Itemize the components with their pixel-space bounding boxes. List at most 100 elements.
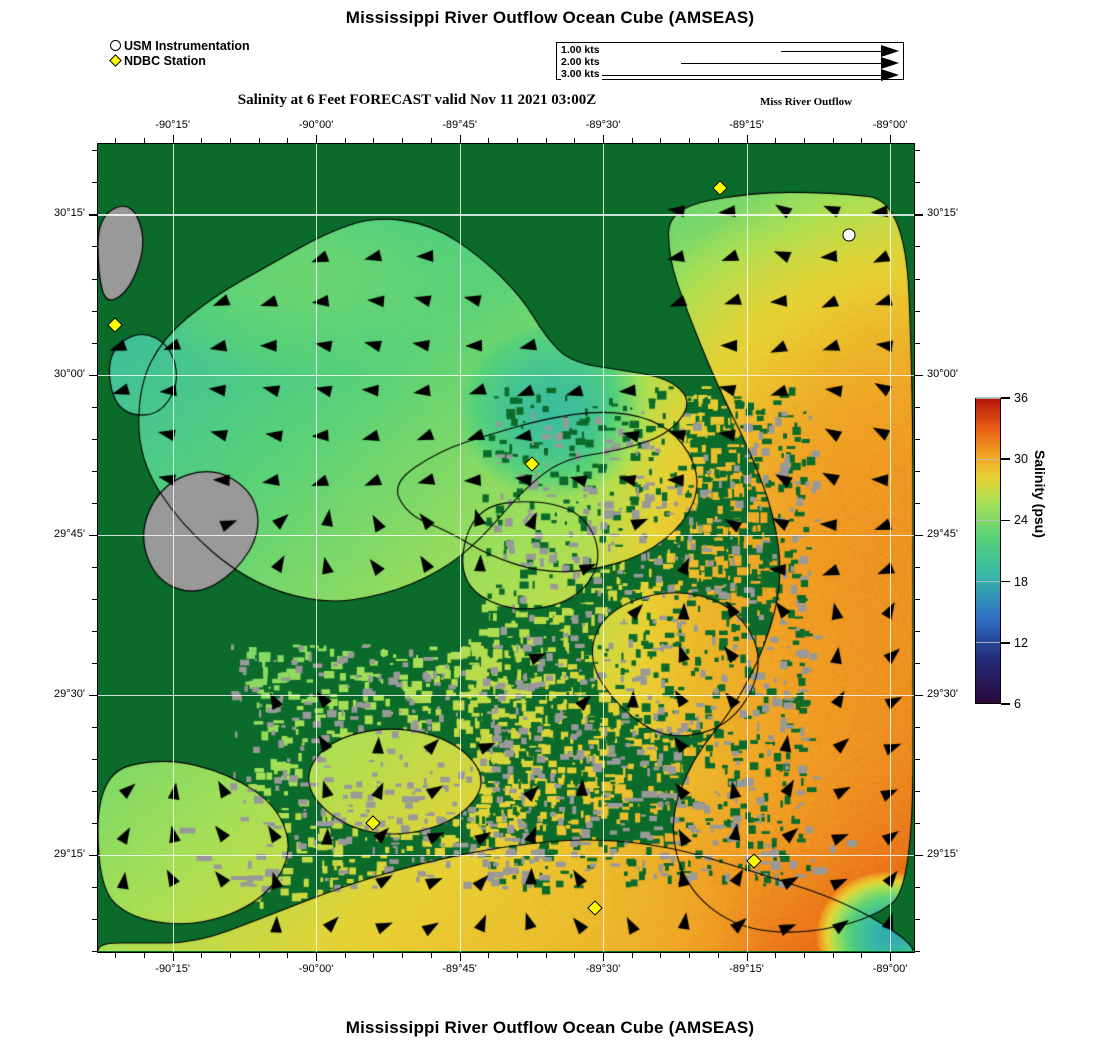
xtick-major-bottom-0: [172, 953, 174, 961]
ytick-minor-right: [915, 214, 920, 216]
xtick-minor-bottom: [574, 953, 576, 958]
xlabel-top-1: -90°00': [298, 119, 334, 131]
colorbar-inner-line-30: [976, 458, 1000, 460]
xtick-minor-bottom: [172, 953, 174, 958]
xtick-minor-bottom: [832, 953, 834, 958]
xtick-minor-bottom: [201, 953, 203, 958]
colorbar-tick-36: [1001, 397, 1010, 399]
ytick-major-0: [89, 214, 97, 216]
ytick-major-1: [89, 374, 97, 376]
gridline-v-5: [890, 144, 892, 952]
ytick-minor-right: [915, 342, 920, 344]
ytick-minor-right: [915, 886, 920, 888]
velocity-shaft-3: [581, 75, 881, 76]
xtick-minor-bottom: [230, 953, 231, 958]
xlabel-top-2: -89°45': [442, 119, 477, 131]
xtick-major-5: [890, 135, 892, 143]
colorbar-title: Salinity (psu): [1032, 450, 1048, 538]
velocity-arrow-head-1: [881, 45, 899, 57]
gridline-h-2: [98, 534, 914, 537]
usm-instrumentation-marker[interactable]: [842, 228, 856, 242]
ylabel-left-1: 30°00': [54, 367, 85, 380]
xtick-major-bottom-5: [890, 953, 892, 961]
xlabel-bottom-5: -89°00': [872, 963, 908, 975]
colorbar-tick-30: [1001, 458, 1010, 460]
velocity-label-2: 2.00 kts: [561, 56, 602, 68]
gridline-h-1: [98, 374, 914, 376]
velocity-scale-legend: 1.00 kts 2.00 kts 3.00 kts: [556, 42, 904, 81]
colorbar-label-24: 24: [1014, 513, 1028, 528]
ytick-minor-right: [915, 534, 920, 536]
legend-label-ndbc: NDBC Station: [124, 53, 206, 68]
ytick-major-right-3: [915, 694, 923, 697]
velocity-arrow-head-3: [881, 69, 899, 81]
ylabel-right-4: 29°15': [927, 847, 958, 860]
xtick-minor-bottom: [143, 953, 145, 958]
xtick-minor-bottom: [775, 953, 777, 958]
xtick-minor-bottom: [287, 953, 289, 958]
ytick-minor-right: [915, 182, 920, 184]
velocity-shaft-2: [681, 63, 881, 64]
ytick-major-right-1: [915, 374, 923, 376]
xtick-minor-bottom: [344, 953, 346, 958]
velocity-scale-row-3: 3.00 kts: [557, 68, 903, 81]
plot-subtitle: Salinity at 6 Feet FORECAST valid Nov 11…: [237, 92, 597, 108]
xlabel-bottom-3: -89°30': [585, 963, 621, 975]
xtick-major-1: [316, 135, 318, 143]
gridline-v-4: [746, 144, 748, 952]
ytick-minor-right: [915, 662, 920, 664]
ylabel-left-2: 29°45': [54, 527, 85, 540]
velocity-label-3: 3.00 kts: [561, 68, 602, 80]
ytick-minor-right: [915, 598, 920, 600]
colorbar: 6 12 18 24 30 36: [975, 391, 1028, 711]
ylabel-right-3: 29°30': [927, 687, 958, 700]
xtick-minor-bottom: [316, 953, 318, 958]
colorbar-inner-line-12: [976, 642, 1000, 644]
xtick-minor-bottom: [430, 953, 432, 958]
xtick-minor-bottom: [631, 953, 633, 958]
xlabel-bottom-1: -90°00': [298, 963, 334, 975]
legend-label-usm: USM Instrumentation: [124, 38, 250, 53]
colorbar-label-36: 36: [1014, 391, 1028, 405]
xtick-minor-bottom: [660, 953, 662, 958]
colorbar-label-30: 30: [1014, 452, 1028, 467]
velocity-label-1: 1.00 kts: [561, 44, 602, 56]
ytick-minor-right: [915, 310, 920, 312]
xtick-major-bottom-1: [316, 953, 318, 961]
legend-item-ndbc: NDBC Station: [109, 53, 250, 68]
ytick-minor-right: [915, 374, 920, 376]
plot-subtitle-right: Miss River Outflow: [760, 96, 853, 108]
velocity-scale-row-2: 2.00 kts: [557, 56, 903, 69]
velocity-arrow-head-2: [881, 57, 899, 69]
ylabel-right-1: 30°00': [927, 367, 958, 380]
salinity-map-plot[interactable]: [97, 143, 915, 953]
gridline-v-3: [603, 144, 605, 952]
salinity-field-canvas: [98, 144, 913, 951]
xtick-minor-bottom: [746, 953, 748, 958]
ytick-major-4: [89, 854, 97, 857]
marker-legend: USM Instrumentation NDBC Station: [109, 38, 250, 68]
ylabel-left-0: 30°15': [54, 207, 85, 220]
gridline-v-1: [316, 144, 318, 952]
ytick-minor-right: [915, 918, 920, 920]
colorbar-label-18: 18: [1014, 574, 1028, 589]
gridline-h-0: [98, 214, 914, 216]
ylabel-left-4: 29°15': [54, 847, 85, 860]
xlabel-top-5: -89°00': [872, 119, 908, 131]
xtick-minor-bottom: [545, 953, 547, 958]
colorbar-label-6: 6: [1014, 697, 1021, 711]
ytick-minor-right: [915, 822, 920, 824]
colorbar-inner-line-24: [976, 519, 1000, 522]
colorbar-tick-24: [1001, 519, 1010, 522]
xlabel-bottom-2: -89°45': [442, 963, 477, 975]
xlabel-bottom-0: -90°15': [155, 963, 190, 975]
ytick-minor-right: [915, 438, 920, 440]
colorbar-tick-18: [1001, 580, 1010, 583]
ytick-minor-right: [915, 630, 920, 632]
xtick-minor-bottom: [258, 953, 260, 958]
xtick-major-bottom-4: [746, 953, 748, 961]
xtick-minor-bottom: [402, 953, 404, 958]
ytick-minor-right: [915, 150, 920, 152]
gridline-v-0: [172, 144, 174, 952]
ytick-major-3: [89, 694, 97, 697]
